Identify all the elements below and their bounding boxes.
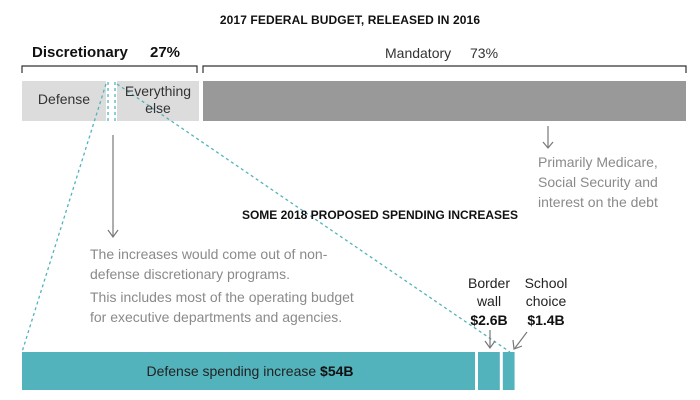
mandatory-percent: 73% (470, 45, 499, 61)
border-wall-label: Border wall (460, 274, 518, 310)
mandatory-note-line: Primarily Medicare, (538, 154, 658, 170)
school-choice-label-line: choice (525, 293, 567, 309)
mandatory-note-line: interest on the debt (538, 194, 658, 210)
school-choice-amount: $1.4B (527, 312, 565, 328)
discretionary-bracket (21, 65, 198, 73)
everything-else-segment-label: Everything else (124, 83, 192, 116)
arrow-increases-source (107, 135, 119, 239)
defense-increase-bar (22, 352, 475, 390)
arrow-border-wall (484, 330, 496, 350)
arrow-mandatory (542, 126, 554, 149)
border-wall-bar (478, 352, 500, 390)
defense-increase-label: Defense spending increase $54B (30, 363, 470, 379)
discretionary-label: Discretionary (32, 44, 128, 61)
connector-right-dashed (116, 83, 511, 353)
mandatory-bracket (202, 65, 687, 73)
school-choice-bar (502, 352, 515, 390)
defense-segment (22, 81, 106, 121)
defense-segment-label: Defense (37, 91, 91, 107)
mandatory-note: Primarily Medicare, Social Security and … (538, 152, 698, 212)
connector-left-dashed (21, 83, 107, 353)
border-wall-amount: $2.6B (470, 312, 508, 328)
chart-title: 2017 FEDERAL BUDGET, RELEASED IN 2016 (219, 13, 481, 27)
increases-source-note: The increases would come out of non-defe… (90, 246, 328, 282)
discretionary-percent: 27% (150, 44, 181, 61)
mandatory-note-line: Social Security and (538, 174, 658, 190)
border-wall-label-line: Border (467, 275, 511, 291)
everything-else-segment (117, 81, 199, 121)
defense-increase-text: Defense spending increase (146, 363, 317, 379)
operating-budget-note: This includes most of the operating budg… (90, 289, 354, 325)
school-choice-label: School choice (520, 274, 572, 310)
arrow-school-choice (512, 331, 528, 350)
increases-subtitle: SOME 2018 PROPOSED SPENDING INCREASES (241, 208, 519, 222)
defense-increase-amount: $54B (320, 363, 354, 379)
school-choice-label-line: School (524, 275, 568, 291)
border-wall-label-line: wall (476, 293, 502, 309)
mandatory-segment (203, 81, 686, 121)
mandatory-label: Mandatory (385, 45, 452, 61)
